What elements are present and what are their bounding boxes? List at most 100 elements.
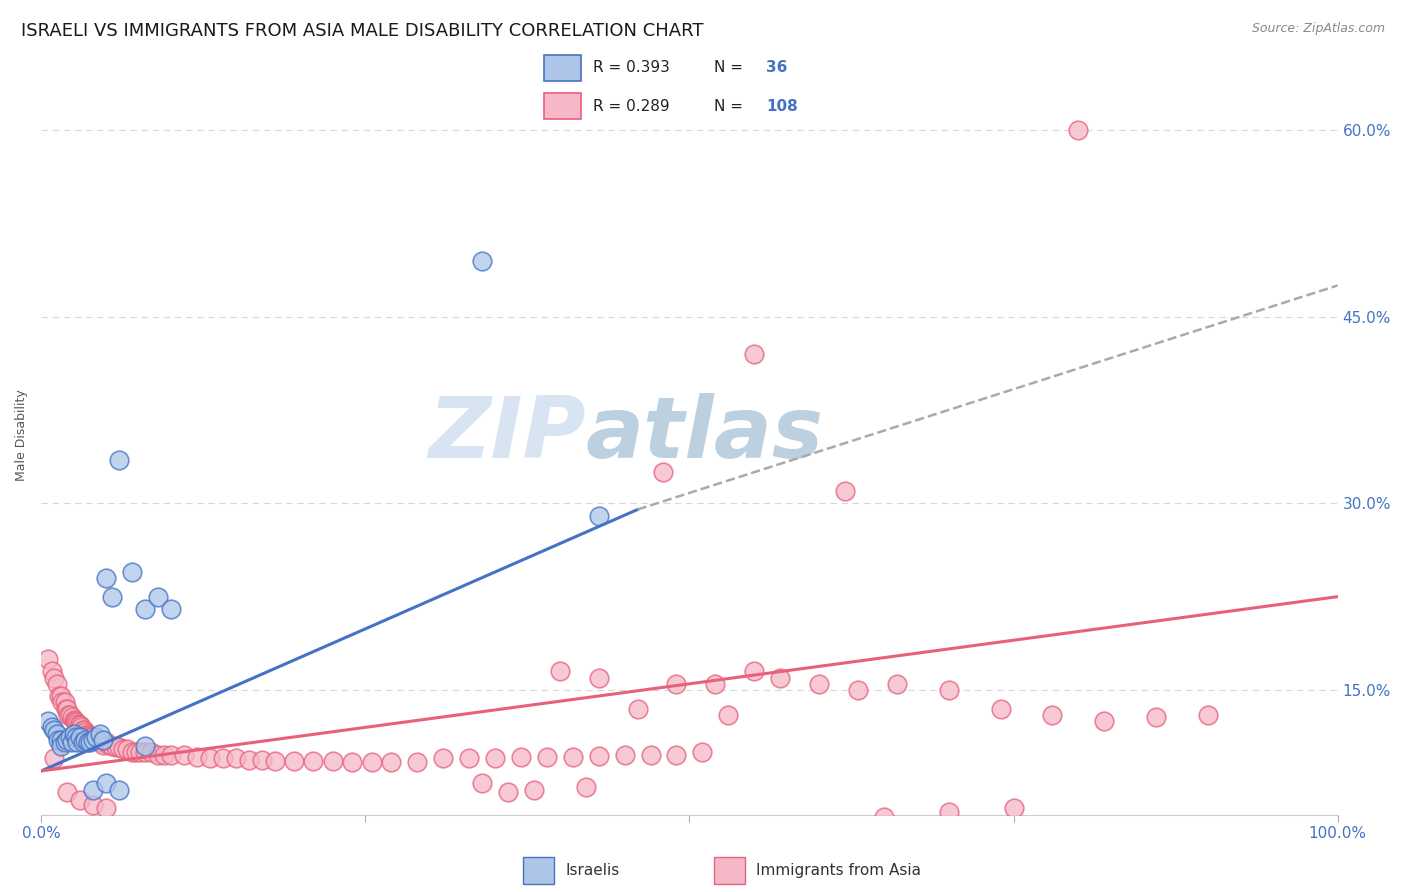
Point <box>72 735 94 749</box>
Point <box>458 751 481 765</box>
Point <box>146 590 169 604</box>
Point <box>108 740 131 755</box>
Point <box>56 702 79 716</box>
Point <box>128 745 150 759</box>
Point <box>509 750 531 764</box>
Point <box>1092 714 1115 728</box>
Point <box>717 707 740 722</box>
Point <box>198 751 221 765</box>
Point <box>322 754 344 768</box>
Point <box>82 732 104 747</box>
Point <box>406 756 429 770</box>
Point <box>53 735 76 749</box>
Point <box>238 753 260 767</box>
Point <box>134 745 156 759</box>
Point <box>72 723 94 737</box>
Point <box>432 751 454 765</box>
Text: Israelis: Israelis <box>565 863 620 878</box>
Point <box>101 590 124 604</box>
Point <box>561 750 583 764</box>
Y-axis label: Male Disability: Male Disability <box>15 389 28 481</box>
Point <box>76 735 98 749</box>
Text: atlas: atlas <box>586 393 824 476</box>
Point <box>51 696 73 710</box>
Text: N =: N = <box>714 98 742 113</box>
Point <box>380 756 402 770</box>
Point <box>665 677 688 691</box>
Point <box>575 780 598 794</box>
Point <box>523 782 546 797</box>
Point <box>186 750 208 764</box>
Point <box>48 690 70 704</box>
Point <box>173 747 195 762</box>
Point <box>44 751 66 765</box>
Point <box>94 801 117 815</box>
Point <box>49 690 72 704</box>
Point <box>496 785 519 799</box>
Point <box>134 739 156 753</box>
Point <box>121 745 143 759</box>
Point <box>263 754 285 768</box>
Point <box>692 745 714 759</box>
Point <box>65 715 87 730</box>
Point <box>53 696 76 710</box>
Point <box>45 726 67 740</box>
Point <box>160 747 183 762</box>
Point <box>134 602 156 616</box>
Point <box>471 776 494 790</box>
Point <box>626 702 648 716</box>
Point <box>46 732 69 747</box>
Point <box>97 738 120 752</box>
Point <box>75 732 97 747</box>
Text: N =: N = <box>714 61 742 76</box>
Point <box>77 729 100 743</box>
Point <box>146 747 169 762</box>
Point <box>49 732 72 747</box>
Point <box>111 741 134 756</box>
Point <box>41 665 63 679</box>
Bar <box>544 55 581 80</box>
Point <box>769 671 792 685</box>
Point <box>652 465 675 479</box>
Point <box>82 782 104 797</box>
Point <box>79 735 101 749</box>
Point <box>89 735 111 749</box>
Point <box>82 797 104 812</box>
Point <box>141 745 163 759</box>
Text: 36: 36 <box>766 61 787 76</box>
Point <box>886 677 908 691</box>
Point <box>63 714 86 728</box>
Point <box>588 749 610 764</box>
Point <box>93 738 115 752</box>
Point <box>62 726 84 740</box>
Point <box>105 740 128 755</box>
Point <box>84 732 107 747</box>
Point <box>115 741 138 756</box>
Point <box>76 728 98 742</box>
Point <box>536 750 558 764</box>
Point <box>938 805 960 819</box>
Point <box>93 732 115 747</box>
Point <box>990 702 1012 716</box>
Text: ISRAELI VS IMMIGRANTS FROM ASIA MALE DISABILITY CORRELATION CHART: ISRAELI VS IMMIGRANTS FROM ASIA MALE DIS… <box>21 22 703 40</box>
Point <box>73 723 96 737</box>
Point <box>66 716 89 731</box>
Point <box>87 732 110 747</box>
Point <box>56 785 79 799</box>
Point <box>69 718 91 732</box>
Point <box>79 731 101 745</box>
Point <box>873 810 896 824</box>
Text: R = 0.393: R = 0.393 <box>593 61 669 76</box>
Point <box>588 508 610 523</box>
Point <box>665 747 688 762</box>
Text: R = 0.289: R = 0.289 <box>593 98 669 113</box>
Point <box>225 751 247 765</box>
Point <box>94 776 117 790</box>
Point <box>94 571 117 585</box>
Bar <box>714 857 745 884</box>
Point <box>1067 123 1090 137</box>
Point <box>360 756 382 770</box>
Point <box>59 707 82 722</box>
Point <box>66 735 89 749</box>
Point <box>548 665 571 679</box>
